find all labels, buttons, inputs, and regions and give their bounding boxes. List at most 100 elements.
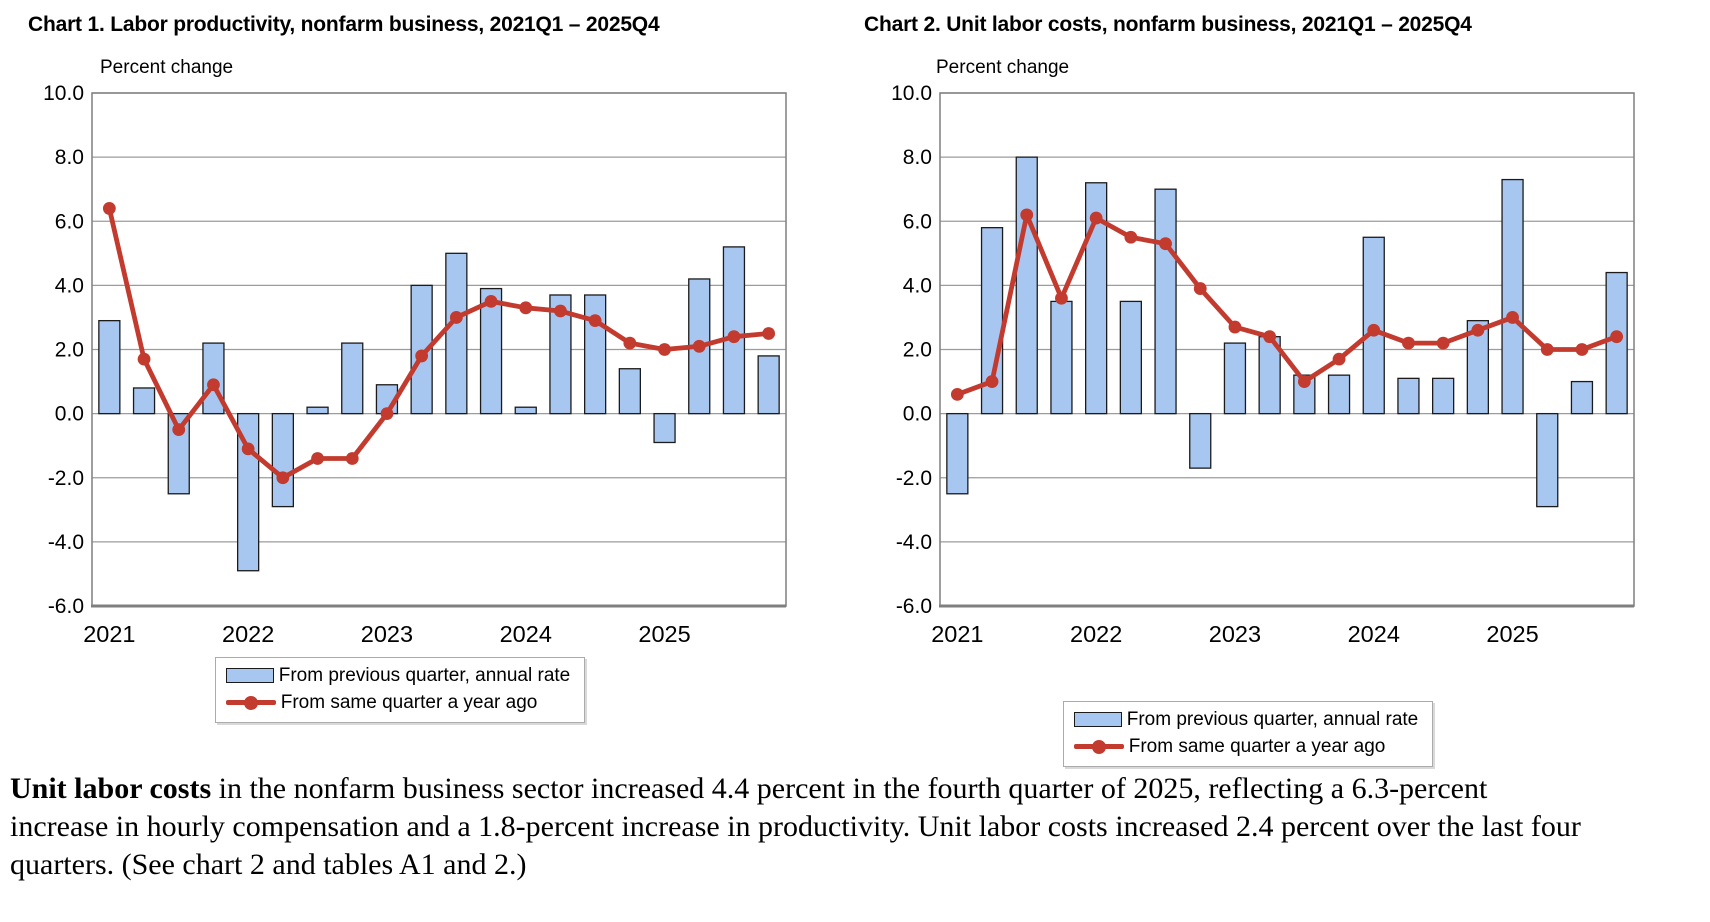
- bar-2025 Q1: [653, 412, 676, 444]
- chart1-title: Chart 1. Labor productivity, nonfarm bus…: [28, 13, 660, 36]
- marker-2025 Q1: [1506, 311, 1519, 324]
- bar-2024 Q4: [1466, 319, 1489, 415]
- bar-2021 Q1: [946, 412, 969, 495]
- chart1-panel: Chart 1. Labor productivity, nonfarm bus…: [0, 0, 848, 762]
- marker-2022 Q2: [1124, 230, 1138, 244]
- marker-2024 Q4: [623, 336, 637, 350]
- chart2-panel: Chart 2. Unit labor costs, nonfarm busin…: [848, 0, 1710, 767]
- marker-2021 Q3: [1020, 208, 1034, 222]
- svg-text:6.0: 6.0: [903, 210, 932, 233]
- bar-2025 Q2: [1536, 412, 1559, 508]
- bar-2025 Q1: [1501, 178, 1524, 415]
- svg-text:2024: 2024: [500, 621, 552, 647]
- legend-label-line: From same quarter a year ago: [280, 691, 538, 713]
- bar-2025 Q3: [722, 246, 746, 415]
- marker-2025 Q3: [1575, 343, 1589, 356]
- chart2-y-axis-unit-label: Percent change: [936, 57, 1070, 78]
- marker-2023 Q4: [484, 295, 498, 308]
- svg-text:-4.0: -4.0: [48, 531, 84, 554]
- marker-2022 Q4: [1193, 282, 1207, 295]
- marker-2023 Q3: [449, 311, 463, 324]
- bar-2025 Q3: [1570, 380, 1594, 415]
- bar-2024 Q1: [514, 406, 537, 415]
- bar-2022 Q2: [271, 412, 295, 508]
- marker-2023 Q3: [1297, 375, 1311, 388]
- marker-2022 Q3: [311, 452, 324, 465]
- chart2-legend: From previous quarter, annual rate From …: [1062, 701, 1434, 767]
- marker-2022 Q3: [1159, 237, 1172, 251]
- bar-2024 Q2: [1397, 377, 1420, 415]
- bar-series-swatch-icon: [225, 668, 274, 683]
- bars-series: [98, 246, 780, 572]
- svg-text:2.0: 2.0: [903, 339, 932, 362]
- svg-text:2025: 2025: [1486, 621, 1538, 647]
- legend-entry-bar: From previous quarter, annual rate: [225, 662, 571, 689]
- marker-2022 Q1: [1089, 211, 1103, 225]
- x-axis-labels: 2021 2022 2023 2024 2025: [931, 621, 1538, 647]
- legend-label-bar: From previous quarter, annual rate: [278, 664, 571, 686]
- marker-2025 Q3: [727, 330, 741, 344]
- summary-paragraph: Unit labor costs in the nonfarm business…: [10, 770, 1588, 884]
- legend-entry-line: From same quarter a year ago: [225, 689, 571, 716]
- svg-text:-2.0: -2.0: [896, 467, 932, 490]
- marker-2025 Q2: [692, 339, 706, 353]
- svg-text:2021: 2021: [83, 621, 135, 647]
- marker-2023 Q1: [1228, 320, 1242, 334]
- svg-text:8.0: 8.0: [903, 146, 932, 169]
- svg-text:6.0: 6.0: [55, 210, 84, 233]
- bar-2022 Q3: [1154, 188, 1177, 415]
- y-axis-labels: 10.0 8.0 6.0 4.0 2.0 0.0 -2.0 -4.0 -6.0: [891, 82, 932, 618]
- svg-text:10.0: 10.0: [43, 82, 84, 105]
- svg-text:4.0: 4.0: [55, 274, 84, 297]
- bar-2025 Q4: [1605, 271, 1628, 415]
- svg-text:2022: 2022: [1070, 621, 1122, 647]
- charts-row: Chart 1. Labor productivity, nonfarm bus…: [0, 0, 1710, 767]
- marker-2023 Q2: [415, 349, 429, 363]
- bar-2022 Q4: [341, 342, 364, 415]
- marker-2025 Q4: [762, 327, 776, 340]
- bar-2022 Q2: [1119, 300, 1143, 415]
- bar-2024 Q2: [549, 294, 572, 415]
- bar-2022 Q1: [1084, 182, 1108, 415]
- svg-text:2021: 2021: [931, 621, 983, 647]
- bar-2024 Q4: [618, 368, 641, 415]
- bar-2024 Q3: [1432, 377, 1455, 415]
- svg-text:2.0: 2.0: [55, 339, 84, 362]
- svg-text:-2.0: -2.0: [48, 467, 84, 490]
- summary-paragraph-body: in the nonfarm business sector increased…: [10, 772, 1581, 881]
- marker-2024 Q3: [1436, 336, 1450, 350]
- bar-2021 Q1: [98, 319, 121, 415]
- marker-2025 Q2: [1540, 343, 1554, 356]
- marker-2023 Q2: [1263, 330, 1277, 344]
- marker-2024 Q2: [554, 304, 567, 318]
- bar-2021 Q4: [1050, 300, 1073, 415]
- bar-2021 Q3: [1015, 156, 1038, 415]
- svg-text:-6.0: -6.0: [48, 595, 84, 618]
- marker-2025 Q4: [1610, 330, 1624, 344]
- bar-series-swatch-icon: [1073, 712, 1122, 727]
- marker-2024 Q1: [519, 301, 533, 315]
- svg-text:-6.0: -6.0: [896, 595, 932, 618]
- svg-text:2023: 2023: [1209, 621, 1261, 647]
- svg-text:0.0: 0.0: [903, 403, 932, 426]
- svg-text:4.0: 4.0: [903, 274, 932, 297]
- marker-2024 Q4: [1471, 323, 1485, 337]
- svg-text:-4.0: -4.0: [896, 531, 932, 554]
- svg-text:2024: 2024: [1348, 621, 1400, 647]
- legend-entry-bar: From previous quarter, annual rate: [1073, 706, 1418, 733]
- chart1-legend: From previous quarter, annual rate From …: [214, 657, 586, 723]
- bar-2021 Q3: [167, 412, 190, 495]
- svg-text:10.0: 10.0: [891, 82, 932, 105]
- marker-2024 Q3: [588, 314, 602, 328]
- marker-2023 Q4: [1332, 352, 1346, 366]
- bar-2022 Q3: [306, 406, 329, 415]
- svg-text:2022: 2022: [222, 621, 274, 647]
- marker-2023 Q1: [380, 407, 394, 421]
- marker-2024 Q1: [1367, 323, 1381, 337]
- marker-2021 Q4: [207, 378, 220, 392]
- marker-2022 Q4: [345, 452, 359, 465]
- marker-2024 Q2: [1402, 336, 1415, 350]
